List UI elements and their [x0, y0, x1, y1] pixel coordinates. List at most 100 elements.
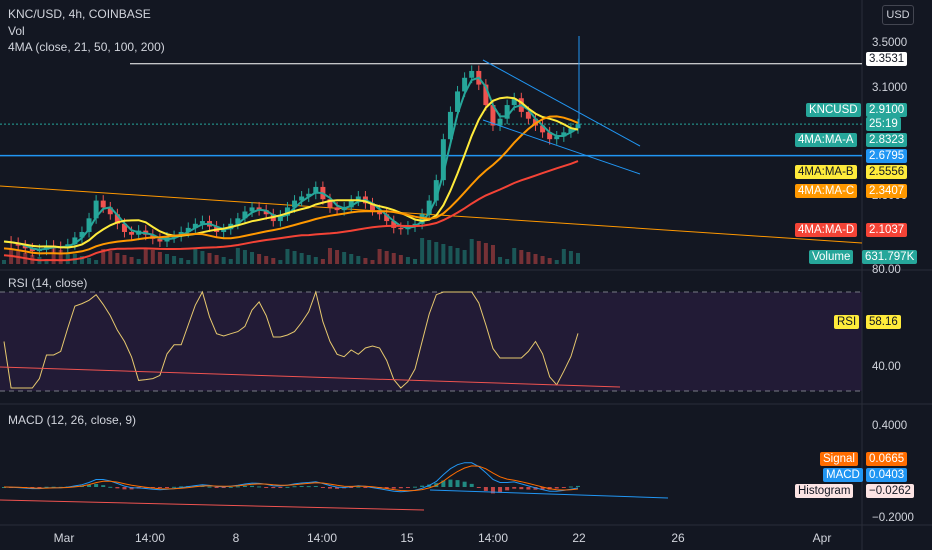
time-tick: 26 — [671, 531, 685, 545]
ma-c-line — [3, 115, 579, 255]
candle-body — [547, 132, 553, 140]
candle-body — [44, 245, 50, 250]
volume-bar — [356, 256, 361, 264]
histogram-bar — [115, 487, 120, 489]
histogram-bar — [363, 487, 368, 488]
histogram-bar — [469, 483, 474, 487]
price-tick: 3.5000 — [872, 37, 908, 49]
volume-bar — [455, 248, 460, 264]
candle-body — [129, 231, 135, 235]
volume-bar — [441, 244, 446, 264]
volume-bar — [384, 251, 389, 264]
ma-a-value-tag: 2.8323 — [866, 133, 908, 147]
histogram-bar — [207, 486, 212, 488]
volume-bar — [483, 243, 488, 264]
volume-bar — [115, 253, 120, 264]
candle-body — [554, 136, 560, 140]
wedge-lower-line — [482, 119, 641, 175]
histogram-bar — [526, 487, 531, 490]
histogram-bar — [30, 487, 35, 488]
time-tick: 22 — [572, 531, 586, 545]
candle-body — [185, 227, 191, 232]
candle-body — [504, 105, 510, 119]
volume-bar — [51, 248, 56, 264]
histogram-bar — [214, 487, 219, 488]
volume-bar — [469, 239, 474, 264]
volume-bar — [136, 259, 141, 264]
histogram-bar — [285, 486, 290, 488]
macd-value-tag: 0.0403 — [866, 468, 908, 482]
volume-bar — [568, 251, 573, 264]
time-tick: Mar — [53, 531, 75, 545]
volume-indicator-label[interactable]: Vol — [8, 24, 25, 38]
volume-bar — [448, 246, 453, 264]
volume-bar — [547, 258, 552, 264]
candle-body — [199, 221, 205, 224]
candle-body — [299, 196, 305, 201]
macd-tick-top: 0.4000 — [872, 420, 908, 432]
volume-bar — [363, 258, 368, 264]
time-tick: 15 — [400, 531, 414, 545]
candle-body — [107, 207, 113, 215]
rsi-band-fill — [0, 292, 862, 391]
histogram-bar — [462, 481, 467, 487]
histogram-bar — [356, 486, 361, 488]
countdown-tag: 25:19 — [866, 117, 901, 131]
histogram-bar — [101, 485, 106, 487]
candle-body — [100, 200, 106, 208]
histogram-bar — [299, 486, 304, 488]
volume-bar — [427, 240, 432, 264]
candle-body — [292, 200, 298, 208]
candle-body — [398, 227, 404, 230]
volume-bar — [349, 254, 354, 264]
candle-body — [419, 214, 425, 224]
currency-button[interactable]: USD — [882, 5, 914, 25]
histogram-bar — [271, 487, 276, 489]
macd-title[interactable]: MACD (12, 26, close, 9) — [8, 413, 137, 427]
volume-bar — [250, 252, 255, 264]
histogram-bar — [278, 487, 283, 488]
volume-bar — [108, 251, 113, 264]
volume-bar — [157, 252, 162, 264]
volume-bar — [2, 260, 6, 264]
histogram-bar — [519, 487, 524, 490]
histogram-bar — [490, 487, 495, 494]
volume-bar — [101, 249, 106, 264]
candle-body — [348, 200, 354, 208]
histogram-bar — [94, 483, 99, 487]
histogram-bar — [384, 487, 389, 489]
histogram-bar — [349, 487, 354, 488]
candle-body — [561, 132, 567, 137]
histogram-bar — [405, 487, 410, 488]
histogram-bar — [554, 487, 559, 489]
volume-bar — [561, 249, 566, 264]
histogram-bar — [498, 487, 503, 493]
histogram-bar — [313, 486, 318, 488]
volume-bar — [576, 253, 580, 264]
volume-bar — [214, 255, 219, 264]
rsi-value-tag: 58.16 — [866, 315, 901, 329]
candle-body — [249, 207, 255, 212]
volume-bar — [143, 248, 148, 264]
signal-line — [3, 465, 579, 492]
volume-bar — [533, 254, 538, 264]
volume-bar — [58, 250, 63, 264]
candle-body — [426, 200, 432, 215]
histogram-bar — [172, 486, 177, 488]
rsi-trend-line — [0, 366, 621, 388]
histogram-bar — [455, 480, 460, 487]
signal-name-tag: Signal — [820, 452, 858, 466]
histogram-bar — [221, 487, 226, 488]
candle-body — [447, 111, 453, 140]
rsi-title[interactable]: RSI (14, close) — [8, 276, 88, 290]
candle-body — [79, 231, 85, 238]
candle-body — [568, 128, 574, 133]
ma-indicator-label[interactable]: 4MA (close, 21, 50, 100, 200) — [8, 40, 165, 54]
volume-bar — [327, 248, 332, 264]
histogram-bar — [164, 487, 169, 488]
volume-bar — [299, 253, 304, 264]
volume-bar — [490, 245, 495, 264]
volume-bar — [320, 259, 325, 264]
candle-body — [355, 196, 361, 201]
volume-bar — [193, 249, 198, 264]
